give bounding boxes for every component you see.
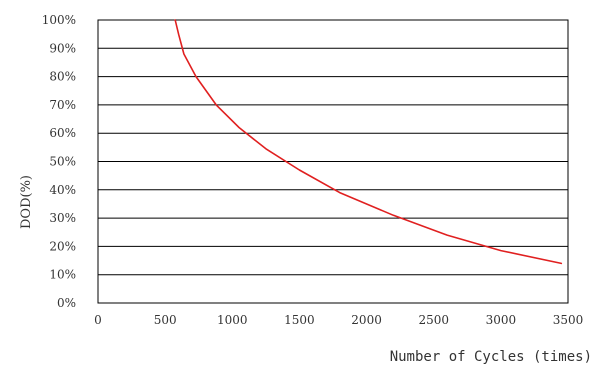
y-tick-label: 30% <box>49 211 76 225</box>
x-tick-label: 1500 <box>284 313 315 327</box>
y-tick-label: 60% <box>49 126 76 140</box>
y-tick-label: 20% <box>49 239 76 253</box>
series-layer <box>174 19 563 265</box>
y-tick-label: 40% <box>49 183 76 197</box>
y-tick-label: 70% <box>49 98 76 112</box>
y-tick-labels: 0% 10% 20% 30% 40% 50% 60% 70% 80% 90% 100% <box>42 13 76 310</box>
x-tick-label: 2500 <box>418 313 449 327</box>
grid-lines <box>98 47 568 276</box>
x-tick-label: 2000 <box>351 313 382 327</box>
y-tick-label: 0% <box>57 296 76 310</box>
x-tick-label: 1000 <box>217 313 248 327</box>
y-tick-label: 90% <box>49 41 76 55</box>
x-tick-label: 0 <box>94 313 102 327</box>
y-tick-label: 100% <box>42 13 76 27</box>
x-axis-label: Number of Cycles (times) <box>390 349 592 365</box>
y-tick-label: 50% <box>49 155 76 169</box>
x-tick-label: 500 <box>154 313 177 327</box>
x-tick-labels: 0 500 1000 1500 2000 2500 3000 3500 <box>94 313 583 327</box>
y-axis-label: DOD(%) <box>19 175 34 229</box>
x-tick-label: 3000 <box>486 313 517 327</box>
x-tick-label: 3500 <box>553 313 584 327</box>
y-tick-label: 80% <box>49 70 76 84</box>
y-tick-label: 10% <box>49 268 76 282</box>
series-line <box>174 19 563 265</box>
